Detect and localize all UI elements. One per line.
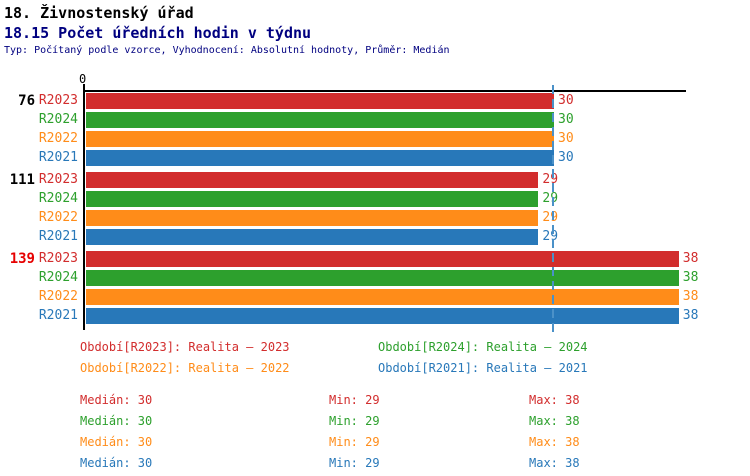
bar-value-label: 30 xyxy=(558,93,574,108)
stat-min-r2021: Min: 29 xyxy=(329,456,380,470)
stat-median-r2024: Medián: 30 xyxy=(80,414,153,428)
bar-r2023 xyxy=(86,93,554,109)
stat-median-r2023: Medián: 30 xyxy=(80,393,153,407)
bar-value-label: 38 xyxy=(682,251,699,266)
bar-r2024 xyxy=(86,191,539,207)
bar-value-label: 38 xyxy=(682,308,699,323)
bar-value-label: 30 xyxy=(558,112,574,127)
bar-value-label: 38 xyxy=(682,289,699,304)
bar-value-label: 30 xyxy=(558,150,574,165)
series-row-label: R2021 xyxy=(38,150,78,165)
legend-item-r2022: Období[R2022]: Realita – 2022 xyxy=(80,361,290,375)
series-row-label: R2022 xyxy=(38,210,78,225)
bar-value-label: 29 xyxy=(542,229,559,244)
bar-value-label: 29 xyxy=(542,210,559,225)
series-row-label: R2021 xyxy=(38,308,78,323)
series-row-label: R2023 xyxy=(38,93,78,108)
axis-line-vertical xyxy=(83,84,85,330)
indicator-meta: Typ: Počítaný podle vzorce, Vyhodnocení:… xyxy=(4,45,450,56)
group-label: 76 xyxy=(18,93,35,109)
bar-r2023 xyxy=(86,172,539,188)
bar-value-label: 30 xyxy=(558,131,574,146)
stat-max-r2022: Max: 38 xyxy=(529,435,580,449)
series-row-label: R2024 xyxy=(38,112,78,127)
legend-item-r2023: Období[R2023]: Realita – 2023 xyxy=(80,340,290,354)
page-title: 18. Živnostenský úřad xyxy=(4,4,194,22)
series-row-label: R2023 xyxy=(38,251,78,266)
stat-median-r2022: Medián: 30 xyxy=(80,435,153,449)
group-label: 139 xyxy=(9,251,35,267)
bar-value-label: 29 xyxy=(542,172,559,187)
series-row-label: R2022 xyxy=(38,289,78,304)
bar-value-label: 29 xyxy=(542,191,559,206)
bar-r2021 xyxy=(86,150,554,166)
stat-median-r2021: Medián: 30 xyxy=(80,456,153,470)
bar-r2024 xyxy=(86,270,679,286)
bar-r2024 xyxy=(86,112,554,128)
stat-min-r2023: Min: 29 xyxy=(329,393,380,407)
legend-item-r2021: Období[R2021]: Realita – 2021 xyxy=(378,361,588,375)
bar-r2021 xyxy=(86,308,679,324)
indicator-title: 18.15 Počet úředních hodin v týdnu xyxy=(4,24,312,42)
axis-line-horizontal xyxy=(84,90,686,92)
stat-max-r2024: Max: 38 xyxy=(529,414,580,428)
series-row-label: R2024 xyxy=(38,270,78,285)
bar-r2023 xyxy=(86,251,679,267)
bar-r2022 xyxy=(86,131,554,147)
legend-item-r2024: Období[R2024]: Realita – 2024 xyxy=(378,340,588,354)
stat-min-r2024: Min: 29 xyxy=(329,414,380,428)
bar-r2021 xyxy=(86,229,539,245)
stat-max-r2021: Max: 38 xyxy=(529,456,580,470)
group-label: 111 xyxy=(9,172,35,188)
axis-zero-tick-label: 0 xyxy=(79,72,87,86)
bar-r2022 xyxy=(86,289,679,305)
series-row-label: R2024 xyxy=(38,191,78,206)
bar-value-label: 38 xyxy=(682,270,699,285)
series-row-label: R2022 xyxy=(38,131,78,146)
series-row-label: R2021 xyxy=(38,229,78,244)
stat-min-r2022: Min: 29 xyxy=(329,435,380,449)
median-line xyxy=(552,85,554,333)
stat-max-r2023: Max: 38 xyxy=(529,393,580,407)
bar-r2022 xyxy=(86,210,539,226)
series-row-label: R2023 xyxy=(38,172,78,187)
